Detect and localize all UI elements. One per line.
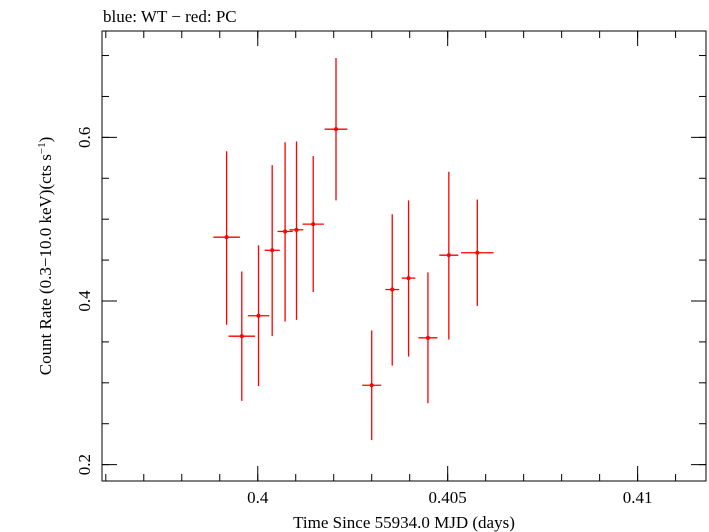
x-tick-label: 0.41	[623, 488, 653, 507]
data-marker	[369, 383, 374, 388]
data-marker	[311, 222, 316, 227]
chart-title: blue: WT − red: PC	[103, 7, 237, 26]
data-point	[401, 200, 416, 357]
y-axis-label-close: )	[36, 137, 55, 143]
data-point	[324, 58, 348, 201]
y-axis-label-main: Count Rate (0.3−10.0 keV)(cts s	[36, 154, 55, 375]
y-axis-label-sup: −1	[36, 142, 48, 154]
x-tick-label: 0.405	[429, 488, 467, 507]
data-marker	[406, 276, 411, 281]
x-tick-label: 0.4	[247, 488, 269, 507]
data-point	[439, 171, 459, 340]
plot-frame	[101, 30, 707, 482]
y-tick-label: 0.6	[75, 127, 94, 148]
data-marker	[283, 229, 288, 234]
data-point	[228, 271, 256, 401]
data-marker	[270, 248, 275, 253]
data-marker	[475, 250, 480, 255]
data-point	[277, 142, 293, 322]
y-axis-label: Count Rate (0.3−10.0 keV)(cts s−1)	[36, 137, 55, 376]
axis-ticks: 0.4 0.405 0.41 0.2 0.4 0.6	[75, 31, 706, 507]
data-point	[418, 272, 438, 404]
data-point	[460, 199, 494, 306]
data-point	[264, 165, 280, 337]
data-point	[362, 330, 382, 441]
data-point	[302, 156, 324, 292]
data-point	[213, 151, 240, 325]
data-point	[385, 214, 400, 366]
data-point	[247, 245, 270, 387]
y-tick-label: 0.2	[75, 454, 94, 475]
data-marker	[390, 287, 395, 292]
data-marker	[334, 127, 339, 132]
data-marker	[294, 227, 299, 232]
data-marker	[446, 253, 451, 258]
data-point	[289, 141, 304, 320]
data-points	[213, 58, 494, 441]
y-tick-label: 0.4	[75, 290, 94, 312]
data-marker	[256, 313, 261, 318]
data-marker	[224, 235, 229, 240]
x-axis-label: Time Since 55934.0 MJD (days)	[293, 513, 515, 532]
data-marker	[425, 335, 430, 340]
data-marker	[239, 334, 244, 339]
